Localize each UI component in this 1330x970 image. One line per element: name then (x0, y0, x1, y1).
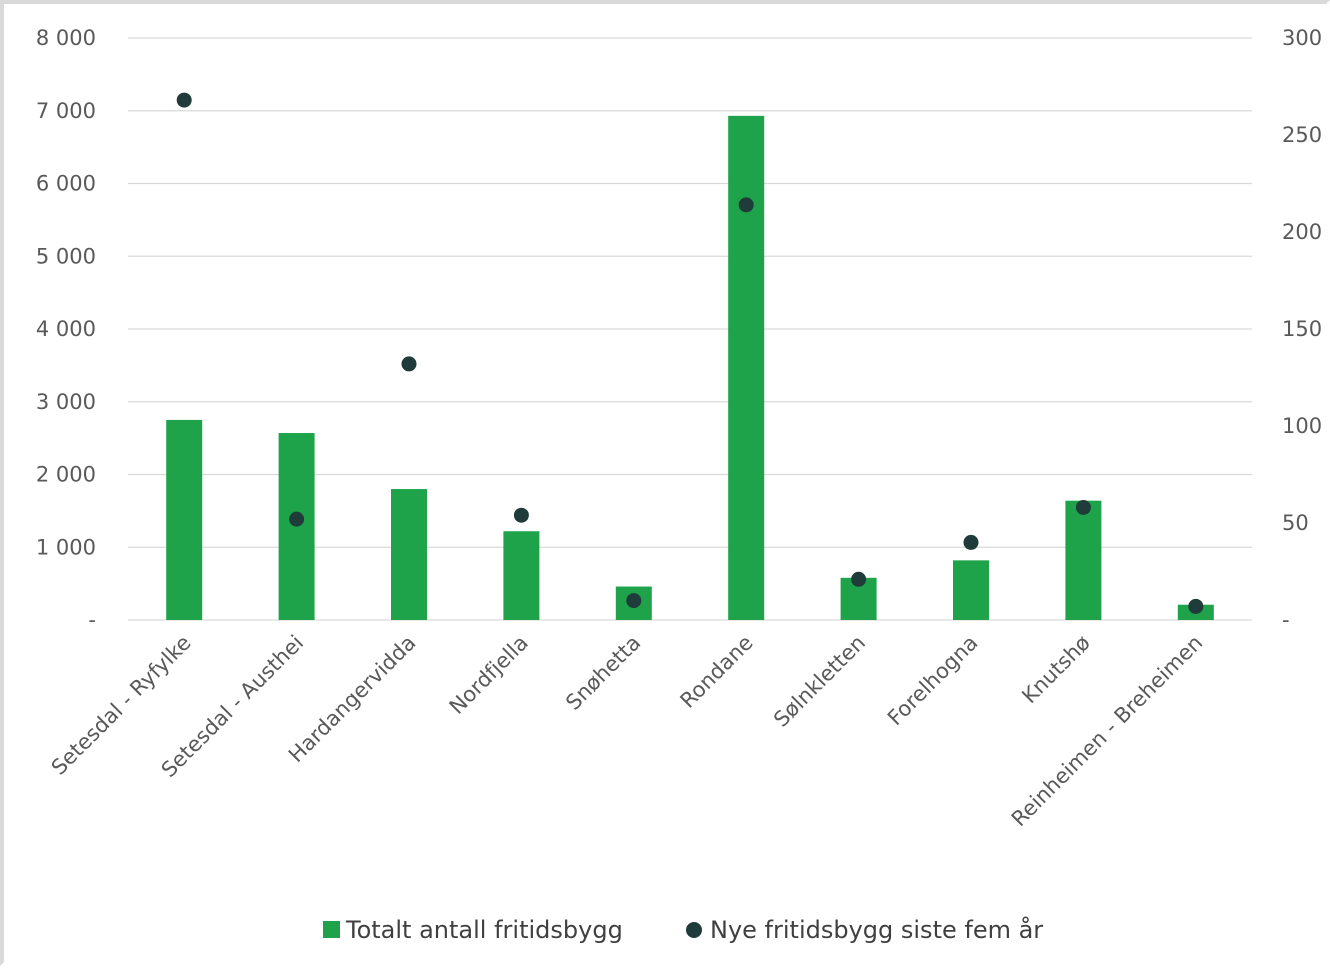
bar (953, 560, 989, 620)
right-tick-label: - (1282, 608, 1290, 632)
scatter-point (1188, 598, 1204, 614)
scatter-series (176, 92, 1204, 614)
scatter-point (738, 197, 754, 213)
left-axis-ticks: - 1 000 2 000 3 000 4 000 5 000 6 000 7 000 8 00… (36, 26, 96, 632)
legend-swatch-dot (686, 922, 702, 938)
right-tick-label: 300 (1282, 26, 1322, 50)
bar (1065, 500, 1102, 620)
legend-label-bar: Totalt antall fritidsbygg (345, 916, 623, 944)
right-axis-ticks: - 50 100 150 200 250 300 (1282, 26, 1322, 632)
left-tick-label: 7 000 (36, 99, 96, 123)
bar (166, 419, 203, 620)
scatter-point (851, 571, 867, 587)
left-tick-label: - (88, 608, 96, 632)
bar-series (166, 115, 1214, 620)
gridlines (128, 37, 1252, 621)
category-label: Snøhetta (561, 631, 645, 715)
left-tick-label: 8 000 (36, 26, 96, 50)
scatter-point (513, 507, 529, 523)
bar (503, 531, 540, 620)
scatter-point (963, 534, 979, 550)
scatter-point (289, 511, 305, 527)
legend-swatch-bar (323, 921, 340, 938)
scatter-point (176, 92, 192, 108)
left-tick-label: 3 000 (36, 390, 96, 414)
right-tick-label: 150 (1282, 317, 1322, 341)
category-label: Sølnkletten (769, 631, 870, 732)
category-label: Reinheimen - Breheimen (1007, 631, 1208, 832)
right-tick-label: 200 (1282, 220, 1322, 244)
left-tick-label: 5 000 (36, 244, 96, 268)
category-label: Knutshø (1017, 630, 1095, 708)
right-tick-label: 100 (1282, 414, 1322, 438)
left-tick-label: 1 000 (36, 535, 96, 559)
legend: Totalt antall fritidsbygg Nye fritidsbyg… (323, 915, 1043, 944)
bar (391, 489, 427, 620)
right-tick-label: 50 (1282, 511, 1309, 535)
scatter-point (1075, 499, 1091, 515)
left-tick-label: 4 000 (36, 317, 96, 341)
left-tick-label: 2 000 (36, 463, 96, 487)
category-label: Forelhogna (883, 631, 983, 731)
left-tick-label: 6 000 (36, 172, 96, 196)
scatter-point (626, 593, 642, 609)
combo-chart: - 1 000 2 000 3 000 4 000 5 000 6 000 7 000 8 00… (36, 26, 1322, 944)
scatter-point (401, 356, 417, 372)
category-label: Rondane (676, 631, 758, 713)
legend-label-dot: Nye fritidsbygg siste fem år (710, 915, 1043, 944)
category-label: Nordfjella (445, 631, 533, 719)
right-tick-label: 250 (1282, 123, 1322, 147)
bar (728, 115, 765, 620)
